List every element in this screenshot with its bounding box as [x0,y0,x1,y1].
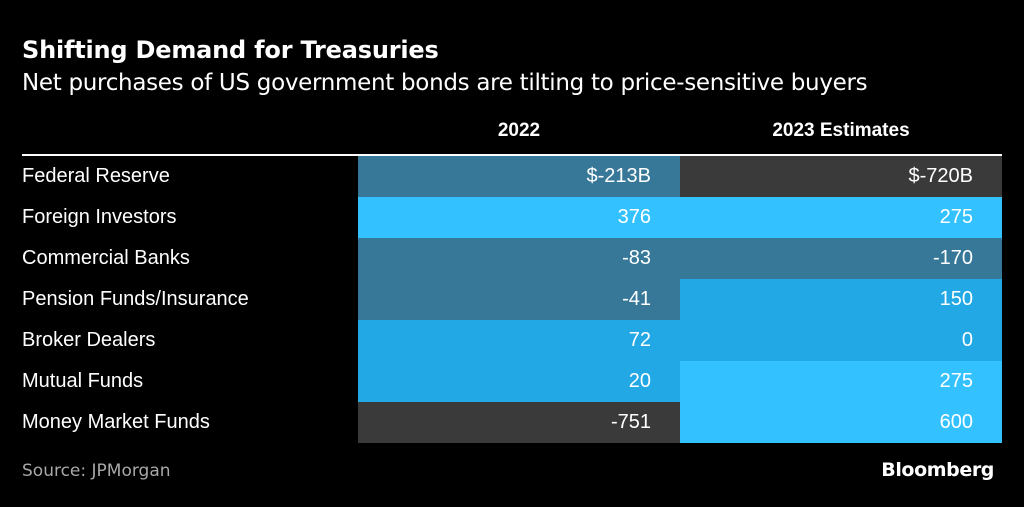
bloomberg-logo: Bloomberg [881,459,994,481]
chart-title: Shifting Demand for Treasuries [22,36,439,64]
value-cell-2023-estimates: 275 [680,361,1002,402]
value-cell-2022: -41 [358,279,680,320]
value-cell-2023-estimates: 275 [680,197,1002,238]
value-cell-2022: 72 [358,320,680,361]
value-cell-2022: 376 [358,197,680,238]
row-label: Commercial Banks [22,247,190,269]
value-cell-2023-estimates: $-720B [680,156,1002,197]
column-header-2023-estimates: 2023 Estimates [772,120,910,141]
row-label: Federal Reserve [22,165,170,187]
row-label: Broker Dealers [22,329,156,351]
value-cell-2022: -751 [358,402,680,443]
value-cell-2023-estimates: 600 [680,402,1002,443]
value-cell-2023-estimates: 150 [680,279,1002,320]
table-row: Foreign Investors 376 275 [22,197,1002,238]
value-cell-2023-estimates: -170 [680,238,1002,279]
table-row: Commercial Banks -83 -170 [22,238,1002,279]
row-label: Foreign Investors [22,206,177,228]
header-divider [22,154,1002,156]
row-label: Money Market Funds [22,411,210,433]
table-row: Pension Funds/Insurance -41 150 [22,279,1002,320]
table-row: Mutual Funds 20 275 [22,361,1002,402]
row-label: Pension Funds/Insurance [22,288,249,310]
value-cell-2022: 20 [358,361,680,402]
table-row: Broker Dealers 72 0 [22,320,1002,361]
source-note: Source: JPMorgan [22,461,171,481]
column-header-2022: 2022 [497,120,541,141]
table-row: Money Market Funds -751 600 [22,402,1002,443]
chart-subtitle: Net purchases of US government bonds are… [22,70,868,96]
table-row: Federal Reserve $-213B $-720B [22,156,1002,197]
value-cell-2023-estimates: 0 [680,320,1002,361]
value-cell-2022: $-213B [358,156,680,197]
value-cell-2022: -83 [358,238,680,279]
row-label: Mutual Funds [22,370,144,392]
